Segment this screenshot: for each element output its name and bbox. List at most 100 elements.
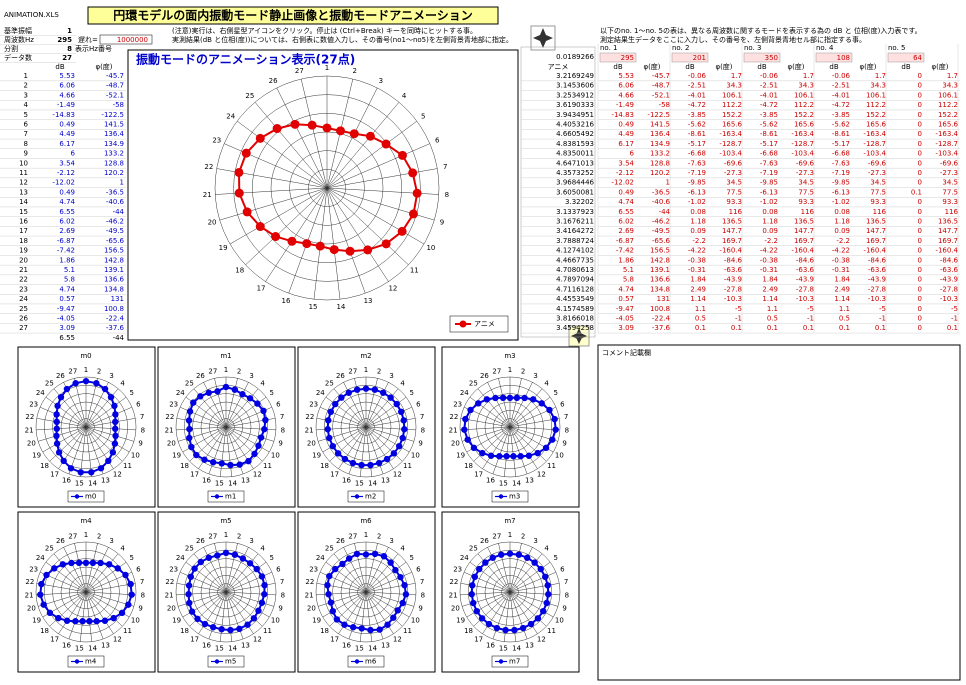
angle-label: 6 (435, 136, 440, 144)
angle-label: 19 (312, 452, 321, 460)
spoke (498, 543, 511, 593)
angle-label: 9 (278, 439, 282, 447)
input-cell: -160.4 (863, 247, 886, 255)
angle-label: 19 (32, 617, 41, 625)
input-cell: -7.19 (760, 169, 778, 177)
column-header: dB (55, 63, 64, 71)
input-cell: 106.1 (938, 91, 958, 99)
angle-label: 13 (525, 642, 534, 650)
angle-label: 12 (113, 636, 122, 644)
input-cell: -48.7 (652, 82, 670, 90)
spoke (85, 591, 123, 627)
input-cell: 0 (918, 305, 922, 313)
phase-cell: -37.6 (106, 324, 125, 332)
legend-label: m6 (365, 658, 377, 666)
input-cell: 128.8 (650, 159, 670, 167)
spoke (225, 547, 249, 593)
input-cell: 1.7 (803, 72, 814, 80)
row-index: 8 (24, 140, 28, 148)
input-cell: 0.09 (834, 227, 850, 235)
angle-label: 25 (45, 544, 54, 552)
input-cell: 1.7 (947, 72, 958, 80)
data-point (345, 389, 352, 396)
input-cell: 0 (918, 198, 922, 206)
data-point (375, 459, 383, 467)
input-cell: -4.22 (832, 247, 850, 255)
data-point (188, 608, 196, 615)
data-point (473, 607, 481, 615)
data-point (325, 590, 332, 598)
data-point (387, 394, 394, 401)
angle-label: 22 (305, 413, 314, 421)
data-point (82, 377, 90, 385)
input-cell: -65.6 (652, 237, 671, 245)
input-cell: 0 (918, 140, 922, 148)
data-point (384, 621, 391, 628)
input-cell: -1 (807, 315, 814, 323)
anime-cell: 3.9434951 (556, 111, 594, 119)
data-point (506, 550, 514, 557)
angle-label: 26 (336, 537, 345, 545)
comment-label: コメント記載欄 (602, 348, 651, 357)
input-cell: 131 (657, 295, 670, 303)
angle-label: 6 (276, 565, 281, 573)
input-cell: -3.85 (760, 111, 778, 119)
spoke (58, 591, 87, 634)
column-header: φ(度) (715, 62, 732, 71)
angle-label: 13 (381, 642, 390, 650)
spoke (354, 378, 367, 428)
chart-title: m0 (80, 352, 91, 360)
input-cell: -43.9 (724, 276, 742, 284)
data-point (341, 621, 348, 628)
data-point (260, 407, 267, 415)
spoke (45, 396, 87, 428)
input-cell: 106.1 (794, 91, 814, 99)
angle-label: 25 (185, 379, 194, 387)
spoke (509, 388, 543, 428)
angle-label: 12 (537, 471, 546, 479)
angle-label: 1 (508, 531, 512, 539)
legend-marker (214, 659, 220, 664)
input-cell: -5.62 (688, 121, 706, 129)
angle-label: 18 (464, 627, 473, 635)
spoke (463, 571, 511, 593)
spoke (225, 591, 274, 607)
input-cell: -27.8 (868, 285, 886, 293)
db-cell: 5.1 (64, 266, 75, 274)
data-point (209, 459, 217, 466)
data-point (397, 226, 407, 236)
data-point (393, 400, 400, 408)
series-line (237, 123, 419, 253)
angle-label: 10 (271, 617, 280, 625)
data-point (353, 386, 361, 393)
data-point (46, 609, 54, 617)
legend-box (491, 655, 529, 668)
input-cell: 0 (918, 169, 922, 177)
spoke (503, 591, 511, 642)
legend-marker (498, 494, 504, 499)
param-label: 分割 (4, 44, 18, 53)
input-cell: -27.3 (940, 169, 958, 177)
data-point (534, 615, 542, 622)
spoke (63, 547, 87, 593)
input-cell: 5.53 (618, 72, 634, 80)
angle-label: 22 (449, 413, 458, 421)
table-name: no. 3 (744, 44, 762, 52)
angle-label: 24 (316, 389, 325, 397)
row-index: 4 (24, 101, 29, 109)
input-cell: 0.09 (690, 227, 706, 235)
angle-label: 4 (120, 544, 125, 552)
angle-label: 8 (565, 426, 569, 434)
data-point (231, 386, 239, 393)
input-cell: 0 (918, 159, 922, 167)
angle-label: 20 (208, 218, 217, 226)
anime-cell: 3.32202 (565, 198, 594, 206)
input-cell: 0 (918, 82, 922, 90)
compass-icon[interactable] (530, 25, 556, 51)
data-point (222, 383, 230, 391)
data-point (72, 380, 79, 387)
input-cell: 136.5 (794, 218, 814, 226)
compass-icon[interactable] (568, 325, 590, 347)
input-cell: -163.4 (791, 130, 814, 138)
column-header: dB (901, 63, 910, 71)
